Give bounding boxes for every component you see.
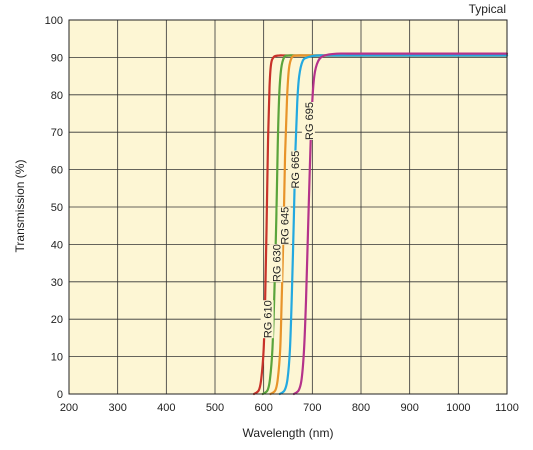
x-tick-label: 700 [303,402,321,414]
y-tick-labels: 0 10 20 30 40 50 60 70 80 90 100 [45,15,63,401]
x-tick-labels: 200 300 400 500 600 700 800 900 1000 1100 [60,402,519,414]
series-label-background [301,102,315,140]
y-tick-label: 80 [51,90,63,102]
y-tick-label: 10 [51,352,63,364]
y-tick-label: 100 [45,15,63,27]
series-label-text: RG 610 [263,300,275,338]
x-tick-label: 500 [206,402,224,414]
x-tick-label: 900 [400,402,418,414]
x-tick-label: 200 [60,402,78,414]
chart-note: Typical [469,2,506,16]
series-label-text: RG 665 [290,151,302,189]
series-layer [252,52,509,396]
y-axis-title: Transmission (%) [13,160,27,253]
y-tick-label: 60 [51,165,63,177]
series-label-background [269,244,283,283]
y-tick-label: 20 [51,314,63,326]
y-tick-label: 30 [51,277,63,289]
y-tick-label: 0 [57,389,63,401]
series-label-rg-695: RG 695 [301,102,316,140]
series-label-rg-630: RG 630 [269,244,283,283]
plot-frame [68,19,508,395]
y-tick-label: 50 [51,202,63,214]
series-label-background [287,150,301,189]
x-tick-label: 1100 [495,402,519,414]
x-tick-label: 400 [157,402,175,414]
x-axis-title: Wavelength (nm) [243,426,334,440]
series-label-text: RG 645 [280,207,292,245]
series-label-rg-645: RG 645 [277,206,292,245]
series-line-rg-695 [292,52,509,396]
x-tick-label: 300 [108,402,126,414]
y-tick-label: 70 [51,127,63,139]
series-label-background [260,300,274,339]
series-label-rg-610: RG 610 [260,300,275,339]
x-tick-label: 1000 [446,402,470,414]
y-tick-label: 90 [51,52,63,64]
series-line-rg-665 [278,54,509,396]
series-label-background [277,206,291,245]
x-tick-label: 600 [254,402,272,414]
series-label-text: RG 630 [271,244,283,282]
series-label-text: RG 695 [304,102,316,140]
x-tick-label: 800 [352,402,370,414]
series-label-rg-665: RG 665 [287,150,302,189]
y-tick-label: 40 [51,239,63,251]
